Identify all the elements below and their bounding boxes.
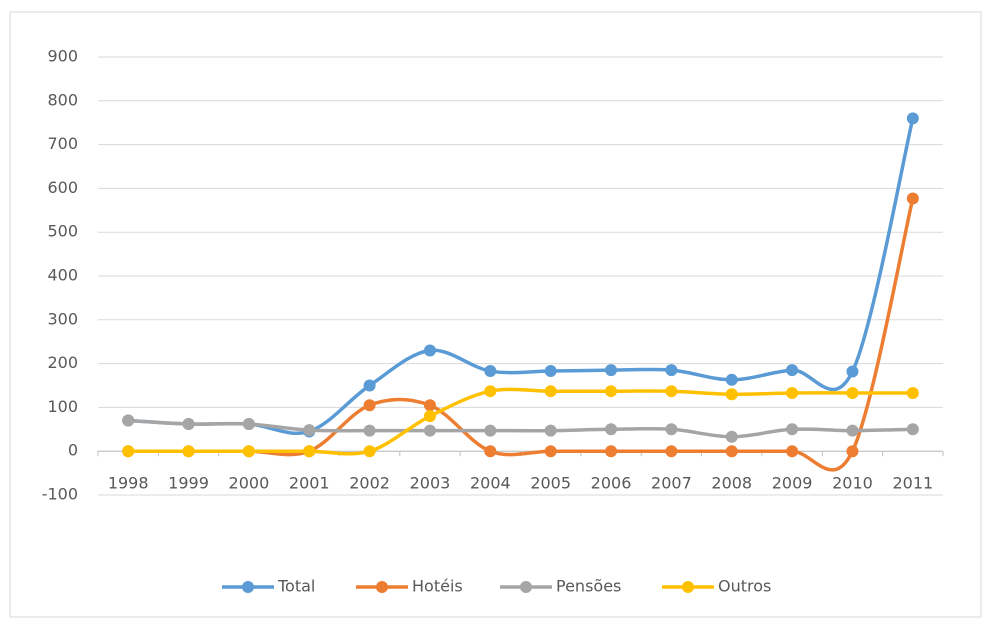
point	[122, 414, 135, 427]
point	[846, 424, 859, 437]
point	[363, 445, 376, 458]
point	[423, 424, 436, 437]
point	[786, 423, 799, 436]
point	[242, 418, 255, 431]
y-tick-label: 900	[47, 47, 78, 66]
point	[484, 424, 497, 437]
legend-label: Outros	[718, 577, 771, 596]
point	[303, 424, 316, 437]
point	[182, 445, 195, 458]
point	[665, 364, 678, 377]
point	[605, 423, 618, 436]
point	[363, 379, 376, 392]
point	[544, 424, 557, 437]
point	[786, 386, 799, 399]
point	[665, 385, 678, 398]
y-tick-label: 100	[47, 397, 78, 416]
legend-label: Pensões	[556, 577, 621, 596]
x-tick-label: 2004	[470, 474, 511, 493]
point	[484, 365, 497, 378]
point	[665, 423, 678, 436]
y-tick-label: 200	[47, 353, 78, 372]
x-tick-label: 2009	[772, 474, 813, 493]
point	[423, 344, 436, 357]
point	[725, 430, 738, 443]
point	[846, 365, 859, 378]
legend-marker	[682, 581, 694, 593]
point	[484, 385, 497, 398]
point	[725, 445, 738, 458]
legend-label: Total	[277, 577, 315, 596]
point	[906, 112, 919, 125]
point	[423, 410, 436, 423]
point	[363, 424, 376, 437]
legend-marker	[376, 581, 388, 593]
x-tick-label: 2007	[651, 474, 692, 493]
point	[906, 386, 919, 399]
point	[605, 385, 618, 398]
point	[786, 364, 799, 377]
legend-marker	[520, 581, 532, 593]
point	[846, 386, 859, 399]
legend-label: Hotéis	[412, 577, 463, 596]
series-line	[128, 387, 913, 456]
y-tick-label: 300	[47, 309, 78, 328]
y-tick-label: -100	[42, 485, 78, 504]
point	[605, 445, 618, 458]
point	[605, 364, 618, 377]
point	[786, 445, 799, 458]
x-tick-label: 2006	[591, 474, 632, 493]
y-tick-label: 400	[47, 266, 78, 285]
x-tick-label: 2000	[229, 474, 270, 493]
point	[906, 192, 919, 205]
y-tick-label: 600	[47, 178, 78, 197]
x-tick-label: 2008	[711, 474, 752, 493]
point	[363, 399, 376, 412]
point	[544, 365, 557, 378]
y-tick-label: 500	[47, 222, 78, 241]
point	[725, 373, 738, 386]
point	[665, 445, 678, 458]
point	[182, 418, 195, 431]
point	[423, 399, 436, 412]
x-tick-label: 1999	[168, 474, 209, 493]
y-tick-label: 800	[47, 90, 78, 109]
x-tick-label: 2002	[349, 474, 390, 493]
x-tick-label: 2003	[410, 474, 451, 493]
point	[122, 445, 135, 458]
legend-marker	[242, 581, 254, 593]
x-tick-label: 2005	[530, 474, 571, 493]
x-tick-label: 1998	[108, 474, 149, 493]
point	[846, 445, 859, 458]
x-tick-label: 2011	[892, 474, 933, 493]
point	[242, 445, 255, 458]
x-tick-label: 2001	[289, 474, 330, 493]
point	[303, 445, 316, 458]
x-tick-label: 2010	[832, 474, 873, 493]
chart-border	[9, 11, 982, 618]
point	[906, 423, 919, 436]
point	[544, 445, 557, 458]
point	[725, 388, 738, 401]
y-tick-label: 700	[47, 134, 78, 153]
y-tick-label: 0	[68, 441, 78, 460]
point	[544, 385, 557, 398]
point	[484, 445, 497, 458]
